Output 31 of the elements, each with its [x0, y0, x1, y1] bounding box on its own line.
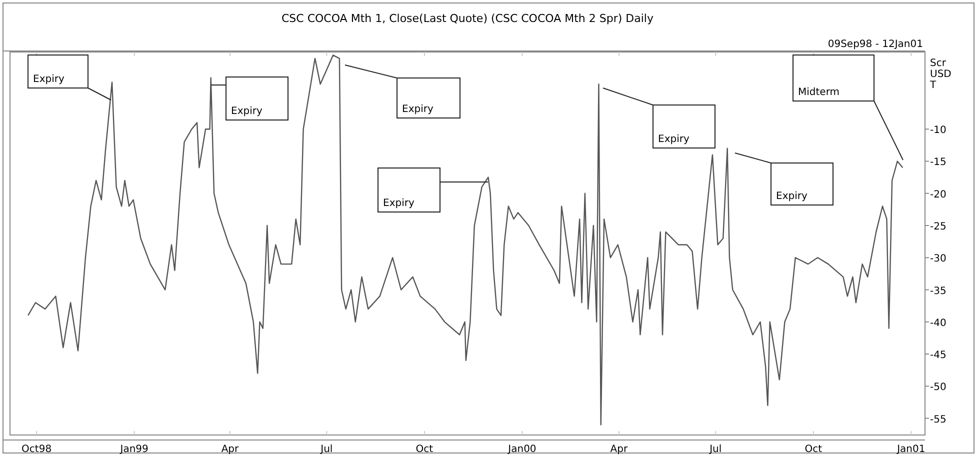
y-tick-label: -40	[930, 318, 946, 329]
y-axis-title: Scr USD T	[929, 58, 952, 91]
y-tick-label: -50	[930, 382, 946, 394]
x-tick-label: Oct98	[22, 444, 52, 455]
y-tick-label: -55	[930, 414, 946, 426]
x-tick-label: Jul	[320, 444, 333, 455]
y-tick-label: -35	[930, 286, 946, 297]
y-tick-label: -25	[930, 222, 946, 233]
x-tick-label: Apr	[221, 444, 240, 455]
x-tick-label: Jan99	[119, 444, 148, 455]
line-series	[27, 54, 904, 426]
annotation: Expiry	[383, 198, 414, 209]
chart-title: CSC COCOA Mth 1, Close(Last Quote) (CSC COCOA Mth 2 Spr) Daily	[281, 12, 654, 25]
x-tick-label: Jul	[708, 444, 722, 455]
x-tick-label: Oct	[804, 444, 822, 455]
annotation: Expiry	[658, 134, 690, 145]
y-tick-label: -30	[930, 254, 946, 265]
x-tick-label: Oct	[416, 444, 434, 455]
annotation: Midterm	[798, 87, 840, 98]
x-tick-label: Jan00	[507, 444, 536, 455]
y-tick-label: -15	[930, 157, 946, 168]
annotation: Expiry	[231, 106, 262, 117]
y-tick-label: -20	[930, 189, 946, 200]
annotation: Expiry	[402, 104, 434, 115]
x-tick-label: Apr	[610, 444, 628, 455]
x-tick-label: Jan01	[896, 444, 926, 455]
annotation: Expiry	[33, 74, 64, 85]
y-tick-label: -10	[930, 125, 946, 136]
y-tick-label: -45	[930, 350, 946, 362]
annotation: Expiry	[776, 191, 808, 202]
text: 09Sep98 - 12Jan01	[828, 39, 923, 50]
